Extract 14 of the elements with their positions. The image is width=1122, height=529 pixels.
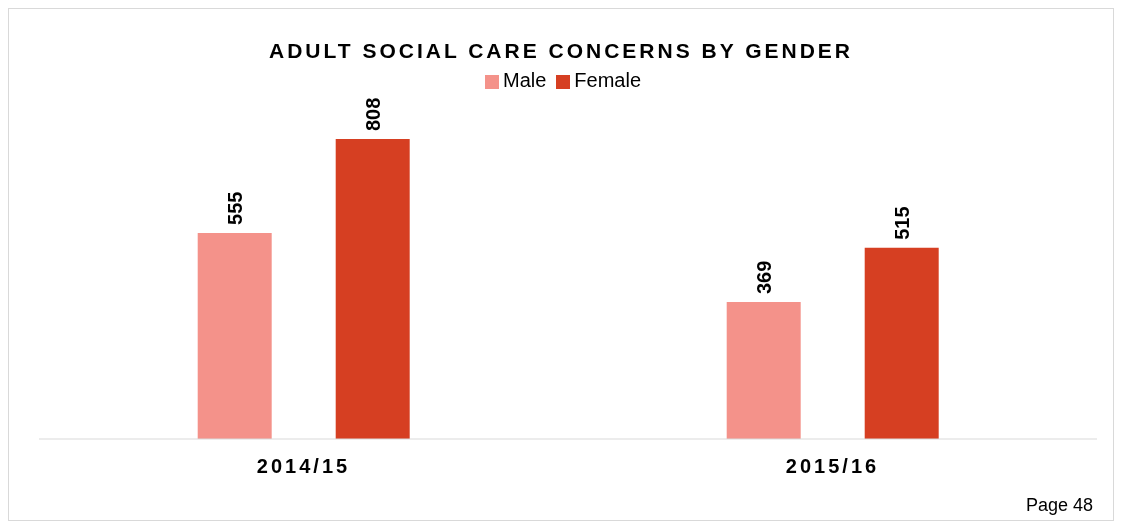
data-label: 515 [890, 206, 913, 240]
data-label: 555 [223, 191, 246, 225]
data-label: 369 [752, 260, 775, 294]
bar [197, 232, 272, 439]
bar [335, 139, 410, 439]
x-tick-label: 2014/15 [256, 455, 351, 478]
legend-label: Female [574, 69, 642, 91]
text: Page 48 [1025, 495, 1093, 516]
legend-label: Male [502, 69, 547, 91]
chart-title: ADULT SOCIAL CARE CONCERNS BY GENDER [267, 39, 854, 64]
bar [726, 302, 801, 439]
x-tick-label: 2015/16 [785, 455, 880, 478]
bar [864, 247, 939, 439]
data-label: 808 [361, 97, 384, 131]
